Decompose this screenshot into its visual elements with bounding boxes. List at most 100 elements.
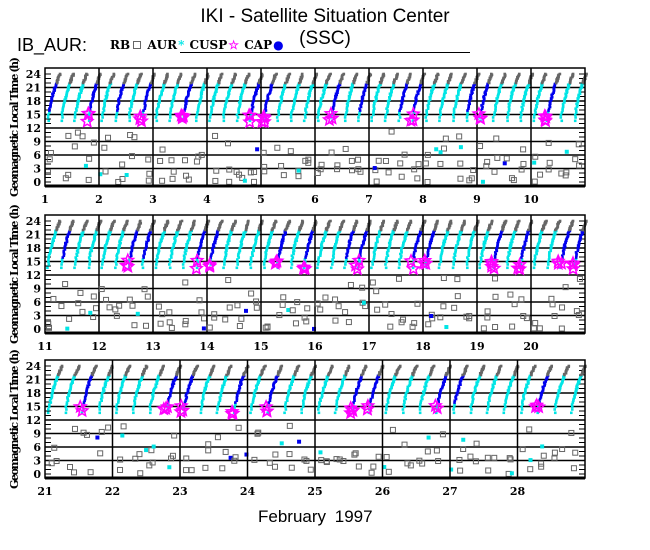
aur-point [216,82,220,86]
cap-point [129,252,133,256]
aur-point [100,266,103,270]
rb-point [370,463,377,470]
aur-point [343,266,346,270]
cap-point [415,93,419,97]
aur-point [183,248,187,251]
aur-point [103,248,107,251]
aur-point [402,403,406,406]
rb-point [541,227,544,231]
aur-point [403,396,407,399]
aur-point [435,411,438,415]
aur-point [286,394,290,398]
aur-point [452,119,455,123]
aur-point [372,254,376,258]
cap-point [562,248,566,251]
rb-point [226,166,233,173]
cap-point [426,248,430,251]
rb-point [325,226,328,230]
rb-point [287,148,294,155]
aur-point [236,260,239,264]
rb-point [506,455,513,462]
aur-point [238,248,241,251]
cap-point [539,394,543,398]
aur-point [465,119,469,123]
cap-point [359,248,362,251]
star-icon: ☆ [228,38,240,52]
x-tick-label: 3 [149,193,157,206]
aur-point [100,119,103,123]
aur-point [250,113,253,117]
rb-point [58,219,61,223]
aur-point [440,252,443,256]
aur-point [303,393,307,396]
aur-point [487,405,490,409]
y-tick-label: 18 [26,242,42,255]
aur-point [320,396,324,399]
rb-point [70,75,74,78]
cusp-star [483,253,500,269]
cap-point [494,252,498,256]
aur-point [202,397,205,401]
aur-point [65,401,69,404]
rb-point [179,220,182,224]
aur-point [46,411,50,415]
aur-point [251,254,254,258]
aur-point [385,408,388,411]
rb-point [297,364,301,368]
aur-point [422,393,425,396]
aur-point [51,391,54,395]
aur-point [512,85,516,88]
rb-point [271,463,278,470]
aur-point [301,399,305,403]
aur-point [129,109,132,112]
aur-point [292,248,295,251]
cap-point [347,246,351,250]
aur-point [212,102,215,106]
aur-point [472,393,475,396]
cap-point [426,254,430,258]
aur-point [168,258,172,261]
aur-point [76,105,79,109]
rb-point [105,424,112,431]
rb-point [336,456,343,463]
aur-point [528,458,533,463]
aur-point [574,258,578,261]
aur-point [357,119,360,123]
rb-point [530,370,534,373]
aur-point [237,101,241,104]
rb-point [298,227,301,231]
aur-point [374,248,377,251]
cap-point [400,102,404,106]
aur-point [335,401,339,404]
cap-point [61,256,65,259]
aur-point [387,394,391,398]
rb-point [261,163,268,170]
rb-point [395,275,402,282]
rb-point [397,160,404,167]
aur-point [319,251,322,254]
rb-point [288,219,291,223]
rb-point [62,281,69,288]
rb-point [440,145,447,152]
rb-point [532,320,539,327]
cusp-star [565,255,581,270]
aur-point [264,254,268,258]
aur-point [182,266,185,270]
rb-point [157,157,164,164]
rb-point [409,72,412,76]
rb-point [558,72,562,76]
rb-point [511,301,518,308]
aur-point [151,444,156,449]
aur-point [263,260,266,264]
cap-point [304,256,307,259]
aur-point [288,384,292,388]
aur-point [372,111,375,114]
aur-point [481,254,484,258]
aur-point [291,107,295,111]
aur-point [319,101,322,104]
aur-point [546,266,549,270]
aur-point [387,101,390,104]
rb-point [357,168,364,175]
aur-point [442,241,445,245]
aur-point [60,266,63,270]
